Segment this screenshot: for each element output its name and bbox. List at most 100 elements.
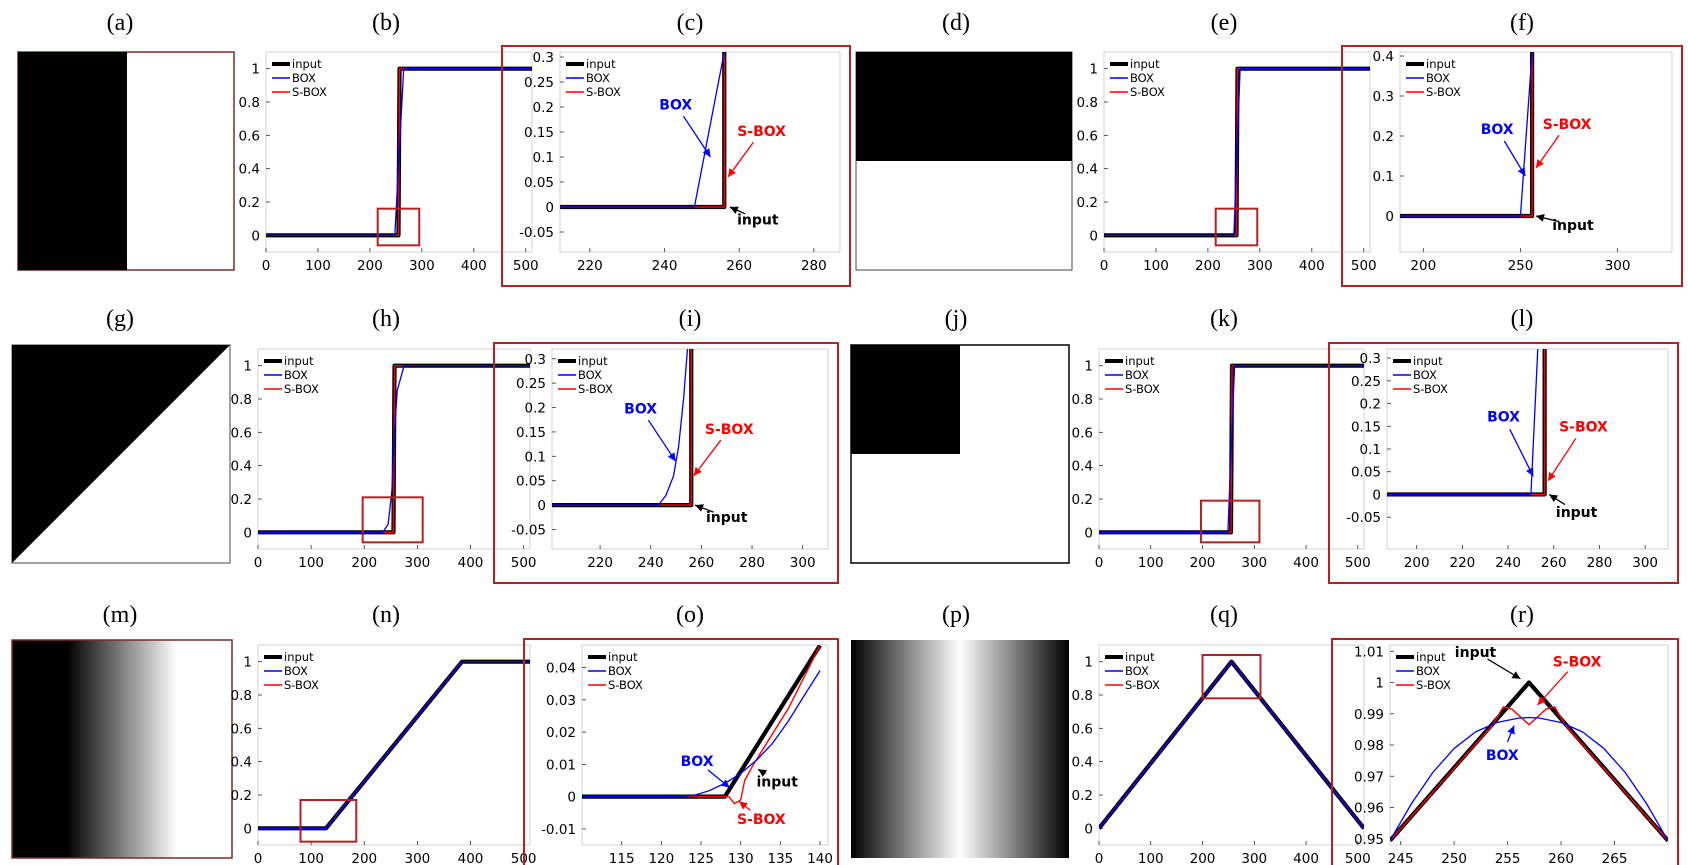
x-tick-label: 0 <box>262 258 271 274</box>
annotation-arrow-head <box>695 504 704 512</box>
series-line-s-box <box>1390 706 1668 842</box>
annotation-arrow-head <box>728 168 736 177</box>
y-tick-label: 0.1 <box>533 150 554 166</box>
legend-entry-input: input <box>1416 650 1446 664</box>
x-tick-label: 300 <box>1632 555 1658 571</box>
legend-entry-box: BOX <box>1426 71 1450 85</box>
plot-b: 0 100 200 300 400 500 0 0.2 0.4 0.6 0.8 1 inputBOXS-… <box>239 51 539 274</box>
x-tick-label: 300 <box>404 555 430 571</box>
panel-label-b: (b) <box>372 10 400 36</box>
zoom-region-box <box>361 496 424 544</box>
series-line-box <box>1390 716 1668 841</box>
legend-entry-input: input <box>284 650 314 664</box>
y-tick-label: 0.8 <box>239 95 260 111</box>
annotation-box: BOX <box>659 98 692 114</box>
y-tick-label: 0.2 <box>231 492 252 508</box>
legend-entry-box: BOX <box>284 664 308 678</box>
legend-entry-box: BOX <box>1130 71 1154 85</box>
x-tick-label: 0 <box>254 851 263 865</box>
annotation-box: BOX <box>624 401 657 417</box>
panel-label-h: (h) <box>372 306 400 332</box>
x-tick-label: 300 <box>1247 258 1273 274</box>
y-tick-label: 0.4 <box>1373 49 1394 65</box>
x-tick-label: 0 <box>254 555 263 571</box>
series-group-l <box>1387 349 1547 497</box>
series-group-h <box>258 363 530 535</box>
annotation-s-box: S-BOX <box>1543 117 1592 133</box>
annotation-arrow-head <box>1549 494 1559 503</box>
x-tick-label: 245 <box>1388 851 1414 865</box>
image-m-horizontal-ramp <box>11 639 233 859</box>
y-tick-label: 0.2 <box>533 100 554 116</box>
series-line-box <box>1387 349 1539 496</box>
x-tick-label: 400 <box>458 555 484 571</box>
panel-labels: (a) (b) (c) (d) (e) (f) (g) (h) (i) (j) … <box>103 10 1534 628</box>
annotation-arrow-head <box>1517 167 1526 176</box>
annotation-arrow-head <box>720 779 730 788</box>
y-tick-label: 1 <box>1089 62 1098 78</box>
x-tick-label: 200 <box>1190 851 1216 865</box>
y-tick-label: -0.05 <box>519 225 554 241</box>
y-tick-label: 0.2 <box>239 195 260 211</box>
x-tick-label: 135 <box>767 851 793 865</box>
y-tick-label: 0.4 <box>1072 755 1093 771</box>
x-tick-label: 300 <box>409 258 435 274</box>
y-tick-label: 0.3 <box>1373 89 1394 105</box>
y-tick-label: 0.1 <box>1373 169 1394 185</box>
x-tick-label: 200 <box>1404 555 1430 571</box>
zoom-panel-frame-l <box>1328 342 1679 584</box>
legend-entry-box: BOX <box>1125 664 1149 678</box>
series-line-box <box>1400 52 1533 217</box>
y-tick-label: 0.98 <box>1354 738 1384 754</box>
x-tick-label: 260 <box>1541 555 1567 571</box>
x-tick-label: 280 <box>739 555 765 571</box>
x-tick-label: 500 <box>513 258 539 274</box>
x-tick-label: 130 <box>728 851 754 865</box>
y-tick-label: 1 <box>251 62 260 78</box>
annotation-box: BOX <box>1486 748 1519 764</box>
legend-entry-input: input <box>1413 354 1443 368</box>
x-tick-label: 240 <box>638 555 664 571</box>
axes-frame-l <box>1386 348 1669 550</box>
y-tick-label: 0.4 <box>231 459 252 475</box>
annotation-arrow-head <box>1526 467 1534 477</box>
series-group-i <box>552 349 694 508</box>
x-tick-label: 300 <box>404 851 430 865</box>
axes-frame-f <box>1399 51 1673 253</box>
x-tick-label: 280 <box>1587 555 1613 571</box>
legend-entry-input: input <box>578 354 608 368</box>
series-group-c <box>560 52 727 210</box>
x-tick-label: 240 <box>1495 555 1521 571</box>
axes-frame-o <box>581 644 829 846</box>
legend-entry-box: BOX <box>284 368 308 382</box>
annotation-arrow-head <box>667 452 676 462</box>
zoom-panel-frame-o <box>523 638 839 865</box>
x-tick-label: 500 <box>511 555 537 571</box>
panel-label-l: (l) <box>1511 306 1534 332</box>
y-tick-label: 0.8 <box>1072 392 1093 408</box>
y-tick-label: 0.6 <box>1072 721 1093 737</box>
legend-entry-box: BOX <box>608 664 632 678</box>
legend-entry-box: BOX <box>578 368 602 382</box>
y-tick-label: 0.3 <box>533 50 554 66</box>
x-tick-label: 100 <box>1138 851 1164 865</box>
y-tick-label: 0 <box>545 200 554 216</box>
y-tick-label: 0.2 <box>1072 492 1093 508</box>
annotation-input: input <box>756 774 798 790</box>
legend-entry-input: input <box>586 57 616 71</box>
series-line-box <box>582 670 821 798</box>
legend-entry-s-box: S-BOX <box>284 678 319 692</box>
plot-i: 220 240 260 280 300 -0.05 0 0.05 0.1 0.15 0.2 0.25 0… <box>493 342 839 584</box>
series-line-box <box>552 349 689 506</box>
annotation-input: input <box>1455 645 1497 661</box>
y-tick-label: 0.6 <box>231 425 252 441</box>
y-tick-label: 0.2 <box>231 788 252 804</box>
y-tick-label: 0.2 <box>1360 397 1381 413</box>
x-tick-label: 100 <box>1143 258 1169 274</box>
x-tick-label: 220 <box>587 555 613 571</box>
